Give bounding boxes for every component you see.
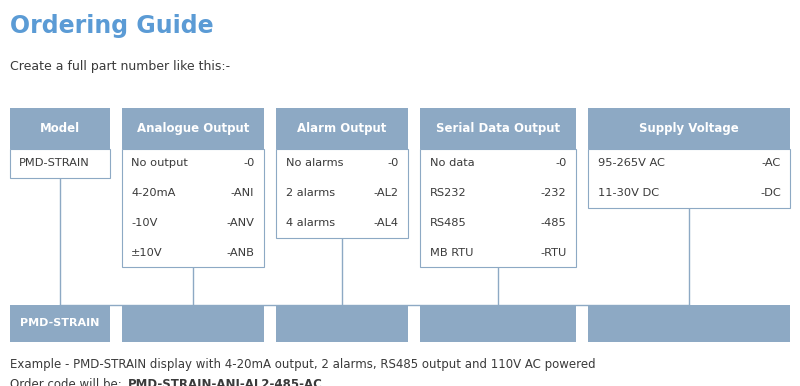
FancyBboxPatch shape [10, 108, 110, 149]
FancyBboxPatch shape [420, 305, 576, 342]
FancyBboxPatch shape [588, 149, 790, 208]
Text: -0: -0 [387, 159, 398, 168]
Text: -232: -232 [541, 188, 566, 198]
FancyBboxPatch shape [588, 108, 790, 149]
Text: PMD-STRAIN: PMD-STRAIN [19, 159, 90, 168]
Text: PMD-STRAIN-ANI-AL2-485-AC: PMD-STRAIN-ANI-AL2-485-AC [128, 378, 323, 386]
Text: Serial Data Output: Serial Data Output [436, 122, 560, 135]
FancyBboxPatch shape [10, 149, 110, 178]
FancyBboxPatch shape [122, 149, 264, 267]
FancyBboxPatch shape [10, 305, 110, 342]
Text: -0: -0 [555, 159, 566, 168]
Text: -ANI: -ANI [231, 188, 254, 198]
Text: -0: -0 [243, 159, 254, 168]
Text: 4 alarms: 4 alarms [286, 218, 334, 228]
Text: -AC: -AC [762, 159, 781, 168]
Text: RS232: RS232 [430, 188, 466, 198]
FancyBboxPatch shape [276, 305, 408, 342]
FancyBboxPatch shape [276, 149, 408, 238]
Text: Create a full part number like this:-: Create a full part number like this:- [10, 60, 230, 73]
Text: -485: -485 [541, 218, 566, 228]
FancyBboxPatch shape [276, 108, 408, 149]
Text: 11-30V DC: 11-30V DC [598, 188, 658, 198]
Text: PMD-STRAIN: PMD-STRAIN [20, 318, 99, 328]
Text: -10V: -10V [131, 218, 158, 228]
Text: Alarm Output: Alarm Output [298, 122, 386, 135]
Text: Order code will be:: Order code will be: [10, 378, 125, 386]
Text: -AL2: -AL2 [374, 188, 398, 198]
Text: No output: No output [131, 159, 188, 168]
FancyBboxPatch shape [420, 108, 576, 149]
FancyBboxPatch shape [420, 149, 576, 267]
Text: Model: Model [39, 122, 80, 135]
Text: RS485: RS485 [430, 218, 466, 228]
FancyBboxPatch shape [122, 108, 264, 149]
Text: -DC: -DC [760, 188, 781, 198]
Text: 4-20mA: 4-20mA [131, 188, 175, 198]
Text: -ANV: -ANV [226, 218, 254, 228]
Text: -AL4: -AL4 [374, 218, 398, 228]
Text: Analogue Output: Analogue Output [137, 122, 249, 135]
Text: No alarms: No alarms [286, 159, 343, 168]
Text: -ANB: -ANB [226, 248, 254, 257]
FancyBboxPatch shape [588, 305, 790, 342]
FancyBboxPatch shape [122, 305, 264, 342]
Text: Example - PMD-STRAIN display with 4-20mA output, 2 alarms, RS485 output and 110V: Example - PMD-STRAIN display with 4-20mA… [10, 358, 595, 371]
Text: MB RTU: MB RTU [430, 248, 473, 257]
Text: -RTU: -RTU [540, 248, 566, 257]
Text: ±10V: ±10V [131, 248, 163, 257]
Text: 2 alarms: 2 alarms [286, 188, 334, 198]
Text: Ordering Guide: Ordering Guide [10, 14, 214, 37]
Text: Supply Voltage: Supply Voltage [639, 122, 739, 135]
Text: 95-265V AC: 95-265V AC [598, 159, 665, 168]
Text: No data: No data [430, 159, 474, 168]
